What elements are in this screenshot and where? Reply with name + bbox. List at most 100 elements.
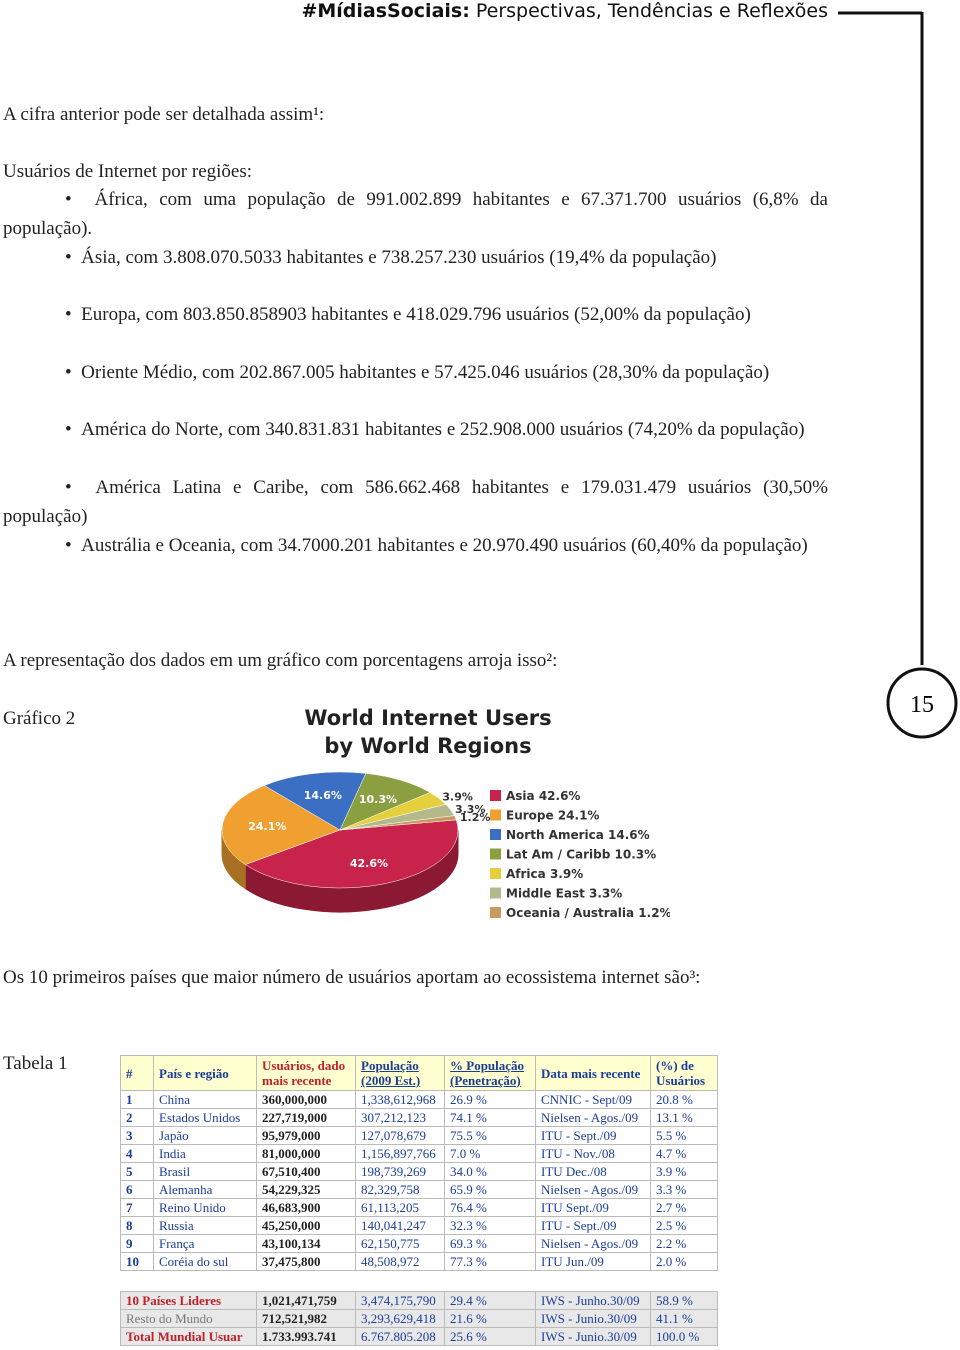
table-cell: 77.3 % xyxy=(444,1252,536,1271)
slice-top xyxy=(339,773,431,831)
pie-chart: World Internet Users by World Regions 42… xyxy=(221,706,670,920)
bullet-item: América Latina e Caribe, com 586.662.468… xyxy=(3,474,828,532)
table-cell: ITU Dec./08 xyxy=(535,1162,651,1181)
table-cell: Japão xyxy=(153,1126,257,1145)
table-cell: 75.5 % xyxy=(444,1126,536,1145)
legend-entry: Africa 3.9% xyxy=(506,867,583,881)
header-cell: # xyxy=(120,1055,154,1091)
summary-cell: 3,474,175,790 xyxy=(355,1291,445,1310)
header-cell: (%) de Usuários xyxy=(650,1055,718,1091)
table-cell: Reino Unido xyxy=(153,1198,257,1217)
table-cell: 26.9 % xyxy=(444,1090,536,1109)
table-cell: 9 xyxy=(120,1234,154,1253)
table-cell: 45,250,000 xyxy=(256,1216,356,1235)
summary-cell: 58.9 % xyxy=(650,1291,718,1310)
table-cell: 62,150,775 xyxy=(355,1234,445,1253)
legend-name: North America xyxy=(506,828,604,842)
table-cell: 32.3 % xyxy=(444,1216,536,1235)
summary-cell: 100.0 % xyxy=(650,1327,718,1346)
pie-slice xyxy=(339,815,457,831)
table-cell: 4.7 % xyxy=(650,1144,718,1163)
figure-label: Gráfico 2 xyxy=(3,708,76,729)
table-cell: 34.0 % xyxy=(444,1162,536,1181)
table-cell: Nielsen - Agos./09 xyxy=(535,1234,651,1253)
legend-name: Europe xyxy=(506,809,554,823)
header-cell: População (2009 Est.) xyxy=(355,1055,445,1091)
legend-swatch xyxy=(490,868,501,879)
legend-value: 42.6% xyxy=(539,789,581,803)
summary-cell: 29.4 % xyxy=(444,1291,536,1310)
summary-cell: Total Mundial Usuar xyxy=(120,1327,257,1346)
slice-top xyxy=(244,819,459,889)
table-cell: 227,719,000 xyxy=(256,1108,356,1127)
legend-name: Lat Am / Caribb xyxy=(506,848,611,862)
legend-entry: Lat Am / Caribb 10.3% xyxy=(506,848,656,862)
legend-value: 3.3% xyxy=(589,887,622,901)
chart-title: World Internet Users xyxy=(304,706,551,730)
table-cell: 2.2 % xyxy=(650,1234,718,1253)
summary-cell: 1.733.993.741 xyxy=(256,1327,356,1346)
table-cell: 8 xyxy=(120,1216,154,1235)
summary-cell: 712,521,982 xyxy=(256,1309,356,1328)
table-cell: Nielsen - Agos./09 xyxy=(535,1108,651,1127)
table-cell: 4 xyxy=(120,1144,154,1163)
table-row: 3 Japão 95,979,000 127,078,679 75.5 % ITU - S… xyxy=(120,1126,718,1145)
table-row: 8 Russia 45,250,000 140,041,247 32.3 % ITU - … xyxy=(120,1216,718,1235)
slice-top xyxy=(263,771,367,831)
table-cell: 6 xyxy=(120,1180,154,1199)
table-cell: 1 xyxy=(120,1090,154,1109)
legend-value: 10.3% xyxy=(615,848,657,862)
table-cell: ITU Jun./09 xyxy=(535,1252,651,1271)
table-cell: 307,212,123 xyxy=(355,1108,445,1127)
slice-label: 24.1% xyxy=(248,820,286,833)
table-cell: 95,979,000 xyxy=(256,1126,356,1145)
table-cell: 5 xyxy=(120,1162,154,1181)
header-cell: Usuários, dado mais recente xyxy=(256,1055,356,1091)
table-cell: 48,508,972 xyxy=(355,1252,445,1271)
summary-cell: 41.1 % xyxy=(650,1309,718,1328)
slice-top xyxy=(339,815,457,831)
table-row: 10 Coréia do sul 37,475,800 48,508,972 77.3 … xyxy=(120,1252,718,1271)
table-cell: 3 xyxy=(120,1126,154,1145)
legend-value: 14.6% xyxy=(608,828,650,842)
summary-cell: IWS - Junio.30/09 xyxy=(535,1327,651,1346)
table-cell: 37,475,800 xyxy=(256,1252,356,1271)
legend-name: Africa xyxy=(506,867,546,881)
table-cell: 2.0 % xyxy=(650,1252,718,1271)
table-cell: 20.8 % xyxy=(650,1090,718,1109)
table-cell: India xyxy=(153,1144,257,1163)
summary-cell: 6.767.805.208 xyxy=(355,1327,445,1346)
legend-swatch xyxy=(490,907,501,918)
legend-swatch xyxy=(490,887,501,899)
table-cell: 3.9 % xyxy=(650,1162,718,1181)
table-cell: 67,510,400 xyxy=(256,1162,356,1181)
summary-cell: 1,021,471,759 xyxy=(256,1291,356,1310)
table-cell: 65.9 % xyxy=(444,1180,536,1199)
spacer-row xyxy=(120,1270,718,1292)
bullet-item: América do Norte, com 340.831.831 habita… xyxy=(3,416,828,445)
summary-row: 10 Países Lideres 1,021,471,759 3,474,175,… xyxy=(120,1291,718,1310)
table-cell: ITU Sept./09 xyxy=(535,1198,651,1217)
table-row: 6 Alemanha 54,229,325 82,329,758 65.9 % Niels… xyxy=(120,1180,718,1199)
table-cell: Coréia do sul xyxy=(153,1252,257,1271)
legend-swatch xyxy=(490,809,501,821)
legend-value: 24.1% xyxy=(558,809,600,823)
table-cell: 54,229,325 xyxy=(256,1180,356,1199)
slice-label: 3.9% xyxy=(442,791,473,804)
table-cell: 43,100,134 xyxy=(256,1234,356,1253)
chart-subtitle: by World Regions xyxy=(324,734,531,758)
table-row: 5 Brasil 67,510,400 198,739,269 34.0 % ITU De… xyxy=(120,1162,718,1181)
page-number-circle xyxy=(886,667,958,739)
table-cell: França xyxy=(153,1234,257,1253)
table-row: 4 India 81,000,000 1,156,897,766 7.0 % ITU - … xyxy=(120,1144,718,1163)
pie-slice xyxy=(263,771,367,831)
table-cell: 76.4 % xyxy=(444,1198,536,1217)
spacer-cell xyxy=(120,1270,718,1292)
table-row: 1 China 360,000,000 1,338,612,968 26.9 % CNNI… xyxy=(120,1090,718,1109)
pie-tops xyxy=(221,771,459,889)
table-label: Tabela 1 xyxy=(3,1053,68,1074)
table-cell: 13.1 % xyxy=(650,1108,718,1127)
table-cell: 1,156,897,766 xyxy=(355,1144,445,1163)
